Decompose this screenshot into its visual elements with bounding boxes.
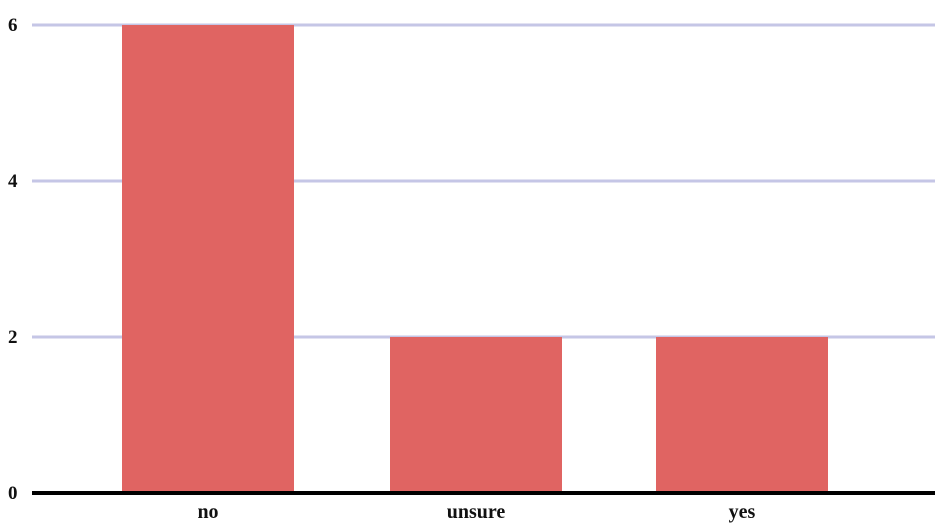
y-tick-label-0: 0 bbox=[8, 483, 18, 504]
x-tick-label-yes: yes bbox=[729, 501, 756, 523]
y-tick-label-6: 6 bbox=[8, 15, 18, 36]
bars bbox=[122, 25, 828, 493]
bar-no bbox=[122, 25, 294, 493]
bar-unsure bbox=[390, 337, 562, 493]
y-tick-label-2: 2 bbox=[8, 327, 18, 348]
y-tick-label-4: 4 bbox=[8, 171, 18, 192]
x-tick-label-no: no bbox=[197, 501, 218, 523]
bar-yes bbox=[656, 337, 828, 493]
labels: 0 2 4 6 no unsure yes bbox=[8, 15, 756, 523]
x-tick-label-unsure: unsure bbox=[447, 501, 506, 523]
